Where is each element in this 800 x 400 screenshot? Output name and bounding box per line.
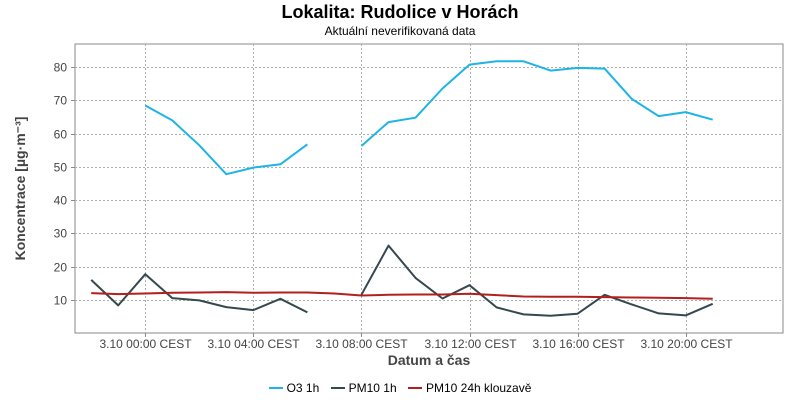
series-line-pm10 bbox=[90, 273, 308, 314]
series-line-o3 bbox=[360, 60, 713, 147]
x-tick-label: 3.10 04:00 CEST bbox=[207, 337, 300, 351]
y-tick-label: 70 bbox=[54, 94, 68, 108]
x-tick-label: 3.10 20:00 CEST bbox=[640, 337, 733, 351]
legend-item-o3: O3 1h bbox=[268, 381, 320, 395]
chart-legend: O3 1h PM10 1h PM10 24h klouzavě bbox=[0, 381, 800, 395]
legend-label-o3: O3 1h bbox=[286, 381, 320, 395]
y-axis-title: Koncentrace [µg·m⁻³] bbox=[12, 117, 28, 261]
legend-item-pm10-24h: PM10 24h klouzavě bbox=[408, 381, 531, 395]
y-tick-label: 40 bbox=[54, 194, 68, 208]
legend-item-pm10: PM10 1h bbox=[330, 381, 397, 395]
x-axis-title: Datum a čas bbox=[388, 352, 471, 368]
series-line-o3 bbox=[144, 104, 308, 176]
y-tick-label: 50 bbox=[54, 161, 68, 175]
plot-area bbox=[74, 43, 784, 334]
chart-title: Lokalita: Rudolice v Horách bbox=[281, 2, 519, 22]
y-tick-label: 10 bbox=[54, 294, 68, 308]
chart-subtitle: Aktuální neverifikovaná data bbox=[324, 24, 476, 38]
x-tick-label: 3.10 08:00 CEST bbox=[315, 337, 408, 351]
y-tick-label: 30 bbox=[54, 227, 68, 241]
legend-swatch-pm10-24h bbox=[408, 386, 422, 389]
x-tick-label: 3.10 00:00 CEST bbox=[99, 337, 192, 351]
legend-label-pm10: PM10 1h bbox=[348, 381, 397, 395]
legend-swatch-pm10 bbox=[330, 386, 345, 389]
y-tick-label: 80 bbox=[54, 61, 68, 75]
series-line-pm10-24h bbox=[91, 291, 713, 300]
x-tick-label: 3.10 16:00 CEST bbox=[532, 337, 625, 351]
legend-label-pm10-24h: PM10 24h klouzavě bbox=[426, 381, 532, 395]
y-tick-label: 20 bbox=[54, 261, 68, 275]
legend-swatch-o3 bbox=[268, 386, 283, 389]
x-tick-label: 3.10 12:00 CEST bbox=[424, 337, 517, 351]
y-tick-label: 60 bbox=[54, 128, 68, 142]
series-line-pm10 bbox=[360, 244, 714, 317]
